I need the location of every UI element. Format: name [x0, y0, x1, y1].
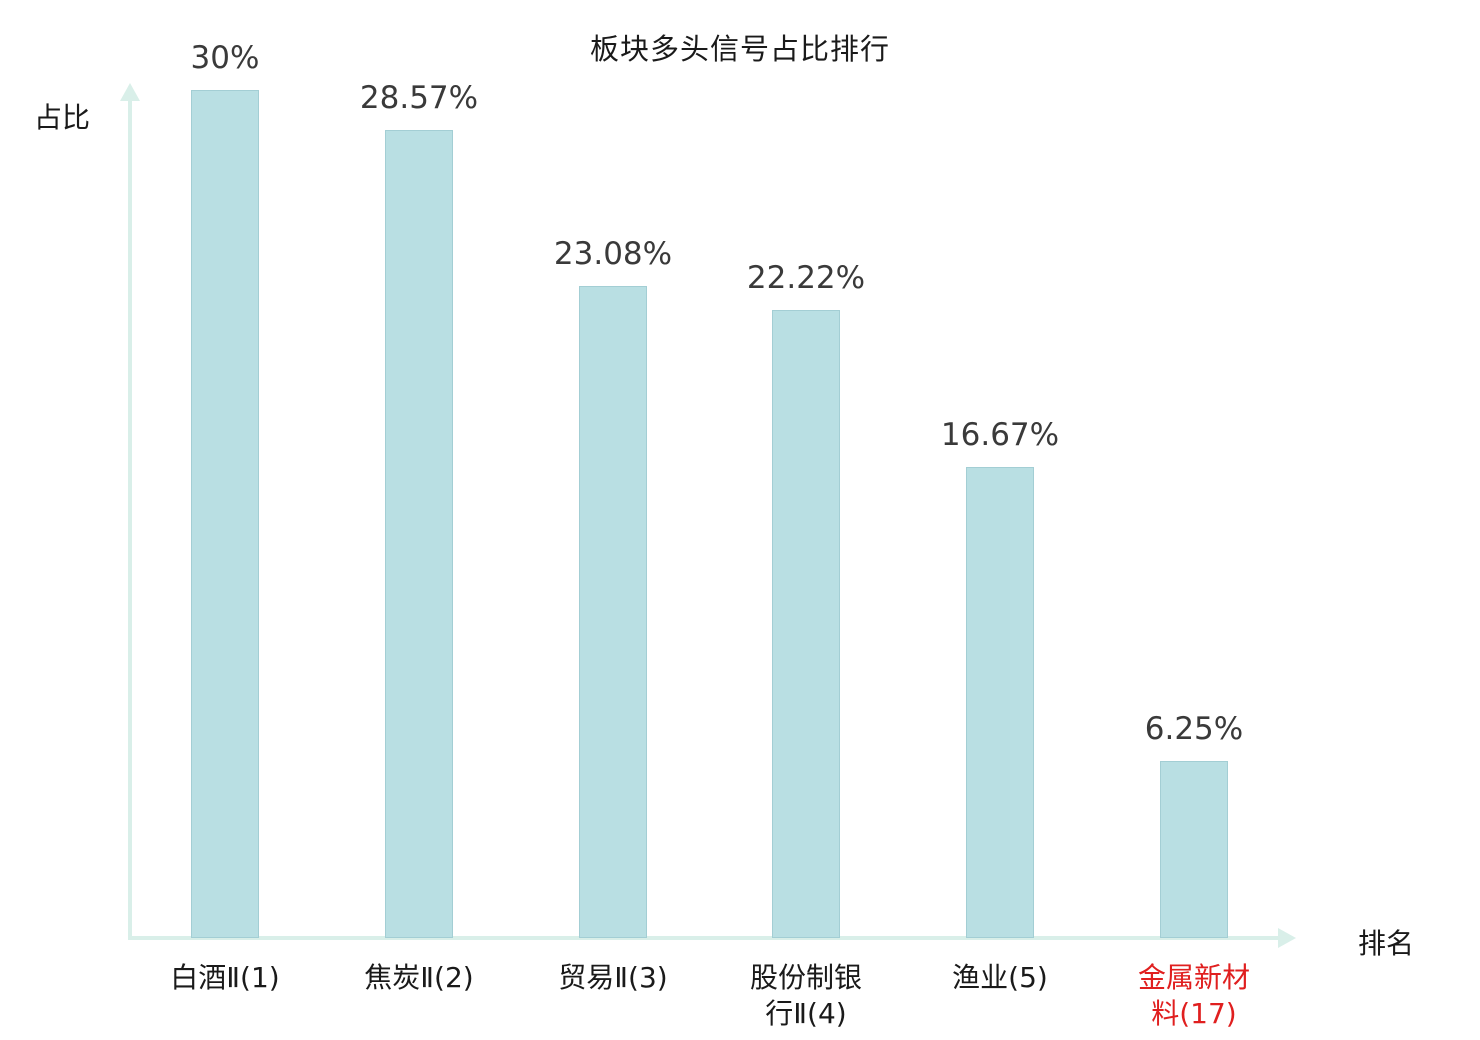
bar — [966, 467, 1034, 938]
bar-value-label: 22.22% — [746, 260, 866, 296]
bar-category-label: 焦炭Ⅱ(2) — [364, 961, 474, 994]
y-axis-arrow-icon — [120, 83, 140, 101]
bar — [579, 286, 647, 938]
bar-category-label: 白酒Ⅱ(1) — [170, 961, 280, 994]
x-axis-line — [128, 936, 1280, 940]
bar — [772, 310, 840, 938]
bar — [191, 90, 259, 938]
bar-category-label: 金属新材料(17) — [1137, 961, 1250, 1031]
bar-value-label: 30% — [190, 40, 260, 76]
y-axis-line — [128, 100, 132, 938]
bar-value-label: 16.67% — [940, 417, 1060, 453]
bar-category-label: 渔业(5) — [952, 961, 1048, 994]
bar — [1160, 761, 1228, 938]
bar-value-label: 23.08% — [553, 236, 673, 272]
chart-title: 板块多头信号占比排行 — [589, 32, 890, 66]
x-axis-label: 排名 — [1358, 927, 1415, 960]
y-axis-label: 占比 — [34, 101, 91, 134]
bar-value-label: 28.57% — [359, 80, 479, 116]
bar-value-label: 6.25% — [1144, 711, 1244, 747]
x-axis-arrow-icon — [1278, 928, 1296, 948]
bar-category-label: 贸易Ⅱ(3) — [558, 961, 668, 994]
bar — [385, 130, 453, 938]
bar-category-label: 股份制银行Ⅱ(4) — [749, 961, 862, 1031]
